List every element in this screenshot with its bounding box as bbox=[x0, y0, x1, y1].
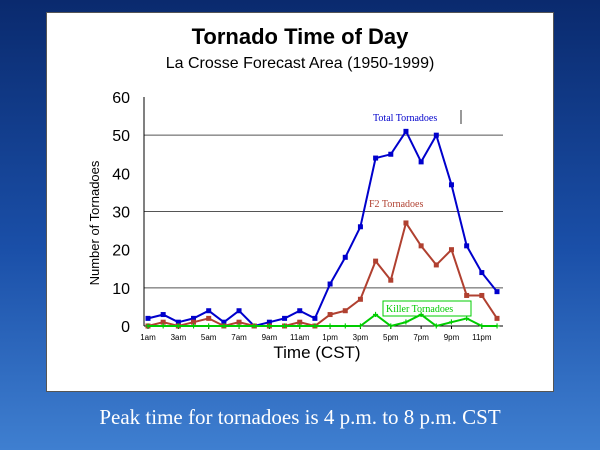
killer-tornadoes-point: + bbox=[494, 322, 500, 333]
x-tick-label-1am: 1am bbox=[140, 333, 156, 342]
total-tornadoes-point bbox=[357, 224, 363, 230]
slide-caption: Peak time for tornadoes is 4 p.m. to 8 p… bbox=[99, 405, 501, 429]
total-tornadoes-point bbox=[494, 289, 500, 295]
killer-tornadoes-point: + bbox=[251, 322, 257, 333]
f2-tornadoes-point bbox=[388, 277, 394, 283]
total-tornadoes-point bbox=[418, 159, 424, 165]
x-axis-label: Time (CST) bbox=[273, 343, 360, 362]
x-tick-label-11pm: 11pm bbox=[472, 333, 492, 342]
f2-tornadoes-point bbox=[357, 296, 363, 302]
x-tick-label-9pm: 9pm bbox=[444, 333, 460, 342]
killer-tornadoes-point: + bbox=[342, 322, 348, 333]
f2-tornadoes-line bbox=[147, 220, 498, 328]
f2-tornadoes-point bbox=[191, 319, 197, 325]
y-tick-label-0: 0 bbox=[121, 319, 130, 336]
total-tornadoes-legend-label: Total Tornadoes bbox=[373, 113, 437, 124]
killer-tornadoes-point: + bbox=[388, 322, 394, 333]
chart-panel: Tornado Time of Day La Crosse Forecast A… bbox=[46, 12, 554, 392]
y-tick-label-60: 60 bbox=[112, 90, 130, 107]
f2-tornadoes-point bbox=[494, 315, 500, 321]
total-tornadoes-point bbox=[221, 319, 227, 325]
total-tornadoes-point bbox=[464, 243, 470, 249]
x-tick-label-9am: 9am bbox=[262, 333, 278, 342]
total-tornadoes-point bbox=[433, 132, 439, 138]
killer-tornadoes-point: + bbox=[312, 322, 318, 333]
total-tornadoes-point bbox=[342, 254, 348, 260]
total-tornadoes-point bbox=[479, 270, 485, 276]
killer-tornadoes-point: + bbox=[282, 322, 288, 333]
f2-tornadoes-point bbox=[342, 308, 348, 314]
killer-tornadoes-point: + bbox=[175, 322, 181, 333]
total-tornadoes-point bbox=[266, 319, 272, 325]
killer-tornadoes-point: + bbox=[449, 318, 455, 329]
total-tornadoes-point bbox=[297, 308, 303, 314]
killer-tornadoes-point: + bbox=[358, 322, 364, 333]
killer-tornadoes-point: + bbox=[373, 310, 379, 321]
f2-tornadoes-legend-label: F2 Tornadoes bbox=[369, 199, 423, 210]
f2-tornadoes-point bbox=[297, 319, 303, 325]
x-tick-label-3am: 3am bbox=[171, 333, 187, 342]
killer-tornadoes-point: + bbox=[206, 322, 212, 333]
f2-tornadoes-point bbox=[160, 319, 166, 325]
killer-tornadoes-legend-box bbox=[382, 300, 472, 317]
f2-tornadoes-point bbox=[327, 312, 333, 318]
killer-tornadoes-point: + bbox=[160, 322, 166, 333]
y-axis-label: Number of Tornadoes bbox=[87, 160, 102, 285]
total-tornadoes-point bbox=[327, 281, 333, 287]
killer-tornadoes-point: + bbox=[403, 318, 409, 329]
total-tornadoes-point bbox=[191, 315, 197, 321]
total-tornadoes-point bbox=[403, 128, 409, 134]
y-tick-label-40: 40 bbox=[112, 166, 130, 183]
chart-title: Tornado Time of Day bbox=[192, 24, 410, 49]
killer-tornadoes-point: + bbox=[297, 322, 303, 333]
killer-tornadoes-legend-label: Killer Tornadoes bbox=[386, 304, 453, 315]
total-tornadoes-point bbox=[282, 315, 288, 321]
total-tornadoes-point bbox=[448, 182, 454, 188]
killer-tornadoes-point: + bbox=[479, 322, 485, 333]
f2-tornadoes-point bbox=[373, 258, 379, 264]
total-tornadoes-point bbox=[236, 308, 242, 314]
total-tornadoes-point bbox=[388, 151, 394, 157]
f2-tornadoes-point bbox=[479, 292, 485, 298]
x-tick-label-1pm: 1pm bbox=[322, 333, 338, 342]
f2-tornadoes-point bbox=[206, 315, 212, 321]
total-tornadoes-line bbox=[147, 129, 498, 328]
killer-tornadoes-point: + bbox=[145, 322, 151, 333]
total-tornadoes-point bbox=[175, 319, 181, 325]
killer-tornadoes-point: + bbox=[221, 322, 227, 333]
y-tick-label-10: 10 bbox=[112, 281, 130, 298]
x-tick-label-5pm: 5pm bbox=[383, 333, 399, 342]
total-tornadoes-point bbox=[373, 155, 379, 161]
total-tornadoes-point bbox=[160, 312, 166, 318]
total-tornadoes-point bbox=[145, 315, 151, 321]
y-tick-label-30: 30 bbox=[112, 205, 130, 222]
f2-tornadoes-point bbox=[403, 220, 409, 226]
f2-tornadoes-point bbox=[464, 292, 470, 298]
killer-tornadoes-point: + bbox=[433, 322, 439, 333]
f2-tornadoes-point bbox=[433, 262, 439, 268]
x-tick-label-7pm: 7pm bbox=[413, 333, 429, 342]
f2-tornadoes-point bbox=[418, 243, 424, 249]
f2-tornadoes-point bbox=[448, 247, 454, 253]
killer-tornadoes-point: + bbox=[236, 322, 242, 333]
x-tick-label-5am: 5am bbox=[201, 333, 217, 342]
killer-tornadoes-point: + bbox=[464, 314, 470, 325]
x-tick-label-7am: 7am bbox=[231, 333, 247, 342]
total-tornadoes-point bbox=[206, 308, 212, 314]
chart-subtitle: La Crosse Forecast Area (1950-1999) bbox=[166, 55, 435, 72]
x-tick-label-11am: 11am bbox=[290, 333, 310, 342]
killer-tornadoes-line bbox=[148, 313, 497, 328]
y-tick-label-20: 20 bbox=[112, 243, 130, 260]
f2-tornadoes-point bbox=[236, 319, 242, 325]
total-tornadoes-point bbox=[312, 315, 318, 321]
killer-tornadoes-point: + bbox=[266, 322, 272, 333]
y-tick-label-50: 50 bbox=[112, 128, 130, 145]
killer-tornadoes-point: + bbox=[327, 322, 333, 333]
tornado-chart: Tornado Time of Day La Crosse Forecast A… bbox=[87, 24, 503, 362]
x-tick-label-3pm: 3pm bbox=[353, 333, 369, 342]
killer-tornadoes-point: + bbox=[191, 322, 197, 333]
